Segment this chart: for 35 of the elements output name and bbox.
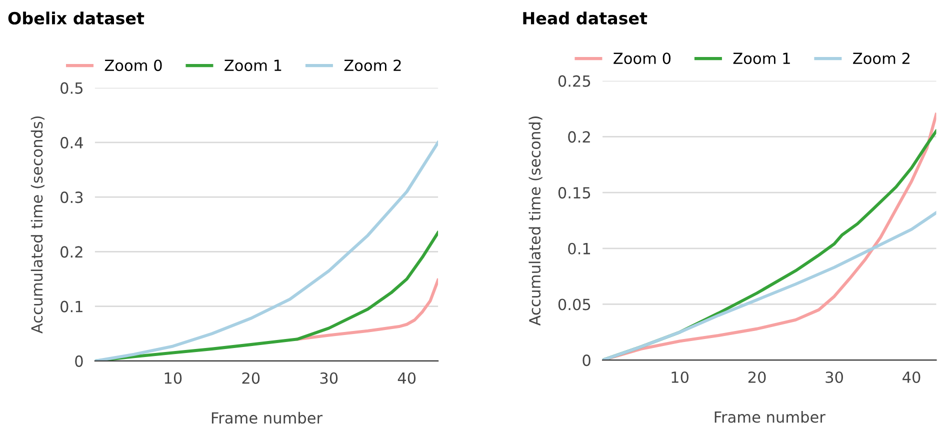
x-tick-label: 10 [164,372,182,384]
legend-label: Zoom 2 [344,60,401,72]
legend-label: Zoom 1 [224,60,282,72]
chart-title: Head dataset [523,12,648,24]
legend-label: Zoom 1 [733,52,790,64]
y-tick-label: 0.4 [60,136,83,148]
y-tick-label: 0.1 [60,300,82,312]
legend-label: Zoom 0 [104,60,162,72]
x-tick-label: 20 [242,372,260,384]
y-tick-label: 0.5 [60,82,82,94]
legend-label: Zoom 0 [614,52,671,64]
x-tick-label: 30 [320,372,338,384]
y-axis-title: Accumulated time (second) [528,116,542,326]
x-tick-label: 30 [826,371,843,384]
y-axis-title: Accumulated time (seconds) [30,116,44,334]
line-series [296,278,438,341]
y-tick-label: 0.3 [60,192,83,204]
y-tick-label: 0.1 [568,242,590,254]
x-tick-label: 10 [672,371,688,384]
y-tick-label: 0 [582,354,590,366]
x-axis-title: Frame number [212,412,323,424]
x-axis-title: Frame number [714,410,826,423]
y-tick-label: 0.05 [558,298,590,310]
y-tick-label: 0.2 [60,246,82,258]
chart-title: Obelix dataset [8,12,144,24]
y-tick-label: 0.15 [558,187,590,199]
y-tick-label: 0.25 [558,75,590,87]
line-series [602,211,936,360]
x-tick-label: 20 [748,371,766,384]
y-tick-label: 0.2 [568,131,590,143]
y-tick-label: 0 [75,355,83,367]
line-series [94,140,438,361]
x-tick-label: 40 [902,371,920,384]
x-tick-label: 40 [398,372,416,384]
legend-label: Zoom 2 [853,52,910,64]
